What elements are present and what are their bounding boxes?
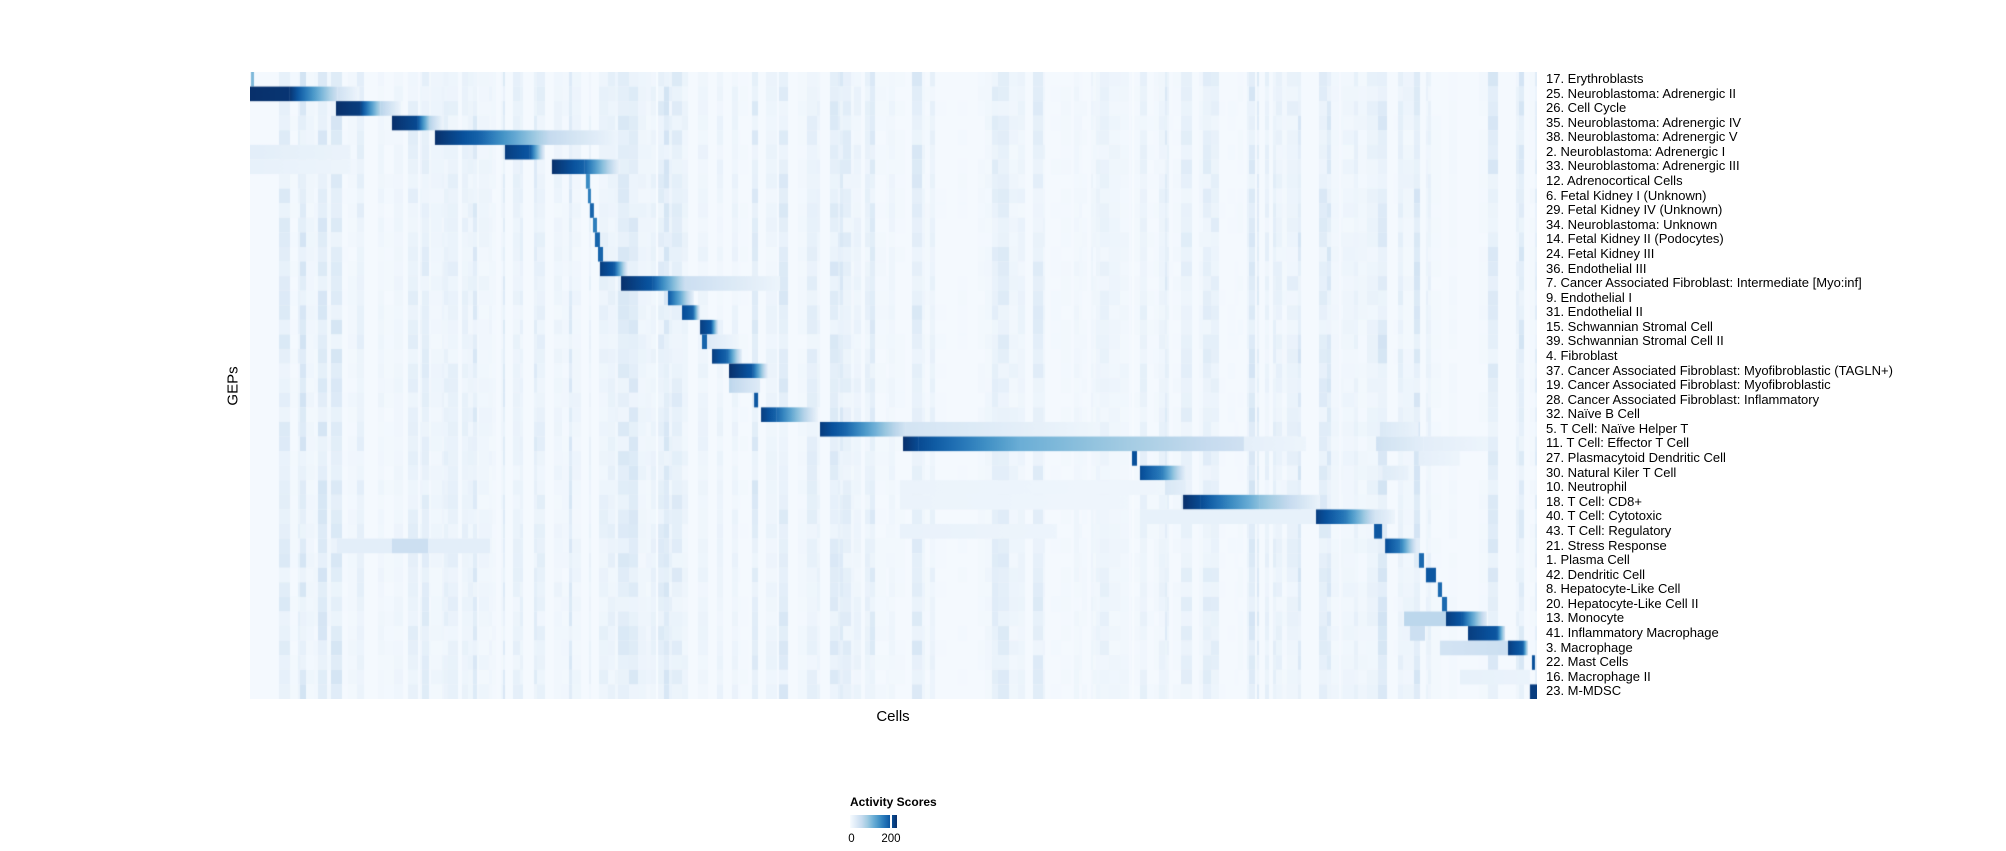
row-label: 36. Endothelial III (1546, 260, 1647, 276)
row-label: 31. Endothelial II (1546, 304, 1643, 320)
row-label: 6. Fetal Kidney I (Unknown) (1546, 187, 1707, 203)
row-label: 23. M-MDSC (1546, 683, 1622, 699)
row-label: 3. Macrophage (1546, 639, 1633, 655)
row-label: 25. Neuroblastoma: Adrenergic II (1546, 85, 1737, 101)
row-label: 22. Mast Cells (1546, 654, 1629, 670)
row-label: 34. Neuroblastoma: Unknown (1546, 216, 1718, 232)
row-label: 9. Endothelial I (1546, 289, 1633, 305)
row-label: 39. Schwannian Stromal Cell II (1546, 333, 1724, 349)
row-label: 10. Neutrophil (1546, 479, 1627, 495)
legend-tick-label-max: 200 (881, 833, 901, 845)
row-label: 20. Hepatocyte-Like Cell II (1546, 595, 1699, 611)
legend-tick-mark (889, 815, 892, 828)
row-label: 12. Adrenocortical Cells (1546, 173, 1683, 189)
row-label: 1. Plasma Cell (1546, 552, 1630, 568)
row-label: 11. T Cell: Effector T Cell (1546, 435, 1690, 451)
row-label: 35. Neuroblastoma: Adrenergic IV (1546, 114, 1742, 130)
x-axis-label: Cells (876, 708, 910, 725)
row-label: 43. T Cell: Regulatory (1546, 522, 1672, 538)
row-label: 28. Cancer Associated Fibroblast: Inflam… (1546, 391, 1820, 407)
row-label: 29. Fetal Kidney IV (Unknown) (1546, 202, 1723, 218)
legend-tick-label-min: 0 (848, 833, 855, 845)
legend: Activity Scores 0 200 (848, 795, 1050, 846)
y-axis-label: GEPs (224, 366, 242, 406)
row-label: 42. Dendritic Cell (1546, 566, 1645, 582)
row-labels: 17. Erythroblasts 25. Neuroblastoma: Adre… (1546, 71, 2001, 699)
row-label: 14. Fetal Kidney II (Podocytes) (1546, 231, 1724, 247)
row-label: 13. Monocyte (1546, 610, 1625, 626)
row-label: 18. T Cell: CD8+ (1546, 493, 1642, 509)
row-label: 19. Cancer Associated Fibroblast: Myofib… (1546, 377, 1831, 393)
row-label: 5. T Cell: Naïve Helper T (1546, 420, 1689, 436)
row-label: 41. Inflammatory Macrophage (1546, 624, 1719, 640)
row-label: 30. Natural Kiler T Cell (1546, 464, 1677, 480)
row-label: 16. Macrophage II (1546, 668, 1651, 684)
row-label: 15. Schwannian Stromal Cell (1546, 318, 1713, 334)
row-label: 24. Fetal Kidney III (1546, 245, 1655, 261)
legend-tick-labels: 0 200 (848, 833, 1050, 846)
row-label: 32. Naïve B Cell (1546, 406, 1640, 422)
row-label: 38. Neuroblastoma: Adrenergic V (1546, 129, 1738, 145)
row-label: 26. Cell Cycle (1546, 100, 1627, 116)
row-label: 17. Erythroblasts (1546, 71, 1644, 86)
row-label: 2. Neuroblastoma: Adrenergic I (1546, 143, 1726, 159)
legend-colorbar (850, 815, 897, 828)
row-label: 4. Fibroblast (1546, 347, 1618, 363)
row-label: 8. Hepatocyte-Like Cell (1546, 581, 1681, 597)
heatmap-plot (250, 72, 1537, 699)
row-label: 33. Neuroblastoma: Adrenergic III (1546, 158, 1740, 174)
row-label: 27. Plasmacytoid Dendritic Cell (1546, 450, 1726, 466)
row-label: 7. Cancer Associated Fibroblast: Interme… (1546, 275, 1862, 291)
row-label: 40. T Cell: Cytotoxic (1546, 508, 1662, 524)
row-label: 37. Cancer Associated Fibroblast: Myofib… (1546, 362, 1893, 378)
row-label: 21. Stress Response (1546, 537, 1667, 553)
legend-title: Activity Scores (850, 795, 937, 809)
